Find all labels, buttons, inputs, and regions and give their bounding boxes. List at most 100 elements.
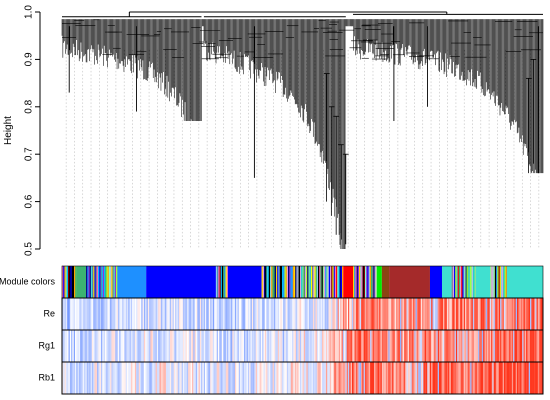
module-color-stripe — [272, 266, 274, 298]
module-color-stripe — [504, 266, 506, 298]
heatmap-cell — [255, 362, 258, 394]
heatmap-cell — [489, 298, 492, 330]
heatmap-cell — [97, 330, 99, 362]
heatmap-cell — [95, 298, 98, 330]
heatmap-cell — [320, 330, 323, 362]
heatmap-cell — [483, 330, 485, 362]
heatmap-cell — [110, 330, 112, 362]
heatmap-cell — [156, 362, 159, 394]
heatmap-cell — [121, 362, 124, 394]
heatmap-cell — [190, 362, 193, 394]
module-color-stripe — [284, 266, 286, 298]
module-color-stripe — [93, 266, 95, 298]
heatmap-cell — [424, 362, 427, 394]
module-color-block — [343, 266, 354, 298]
heatmap-cell — [138, 330, 141, 362]
heatmap-cell — [370, 298, 372, 330]
module-color-stripe — [68, 266, 70, 298]
module-color-stripe — [321, 266, 324, 298]
heatmap-cell — [132, 362, 134, 394]
module-color-stripe — [261, 266, 264, 298]
heatmap-cell — [370, 330, 372, 362]
heatmap-cell — [396, 298, 398, 330]
heatmap-cell — [298, 298, 301, 330]
heatmap-cell — [401, 330, 403, 362]
heatmap-cell — [65, 362, 68, 394]
heatmap-cell — [94, 298, 97, 330]
heatmap-cell — [128, 330, 130, 362]
heatmap-cell — [151, 298, 154, 330]
module-color-stripe — [460, 266, 462, 298]
heatmap-cell — [223, 330, 225, 362]
module-color-stripe — [108, 266, 111, 298]
heatmap-cell — [351, 330, 354, 362]
heatmap-cell — [420, 298, 423, 330]
heatmap-cell — [449, 330, 451, 362]
heatmap-cell — [511, 330, 514, 362]
heatmap-cell — [205, 330, 207, 362]
heatmap-cell — [471, 362, 474, 394]
heatmap-cell — [467, 330, 470, 362]
heatmap-cell — [359, 298, 362, 330]
heatmap-cell — [227, 330, 229, 362]
heatmap-cell — [128, 298, 130, 330]
module-color-stripe — [353, 266, 355, 298]
heatmap-cell — [201, 330, 203, 362]
heatmap-cell — [448, 362, 450, 394]
heatmap-cell — [540, 362, 542, 394]
heatmap-cell — [474, 330, 476, 362]
heatmap-cell — [336, 298, 338, 330]
y-tick-label: 0.8 — [24, 99, 35, 113]
heatmap-cell — [387, 362, 389, 394]
heatmap-cell — [337, 330, 340, 362]
heatmap-cell — [416, 362, 419, 394]
heatmap-cell — [276, 298, 279, 330]
module-color-stripe — [75, 266, 77, 298]
heatmap-cell — [185, 362, 188, 394]
heatmap-cell — [167, 298, 169, 330]
heatmap-cell — [263, 362, 266, 394]
heatmap-cell — [99, 330, 102, 362]
heatmap-cell — [519, 362, 522, 394]
heatmap-cell — [517, 298, 519, 330]
heatmap-cell — [489, 362, 492, 394]
heatmap-cell — [368, 330, 371, 362]
module-color-stripe — [218, 266, 220, 298]
heatmap-cell — [172, 362, 175, 394]
heatmap-cell — [459, 362, 462, 394]
heatmap-cell — [172, 330, 175, 362]
heatmap-cell — [62, 362, 64, 394]
heatmap-cell — [414, 330, 416, 362]
heatmap-cell — [82, 362, 85, 394]
heatmap-cell — [280, 298, 282, 330]
module-color-stripe — [114, 266, 117, 298]
heatmap-cell — [201, 298, 203, 330]
heatmap-cell — [301, 362, 303, 394]
module-color-stripe — [336, 266, 338, 298]
heatmap-cell — [331, 298, 333, 330]
heatmap-cell — [296, 330, 298, 362]
heatmap-cell — [507, 298, 510, 330]
heatmap-cell — [271, 330, 273, 362]
heatmap-cell — [86, 362, 89, 394]
heatmap-cell — [220, 362, 223, 394]
heatmap-cell — [342, 362, 345, 394]
module-color-stripe — [267, 266, 270, 298]
heatmap-cell — [311, 362, 314, 394]
heatmap-cell — [279, 362, 281, 394]
heatmap-cell — [78, 330, 81, 362]
heatmap-cell — [442, 298, 445, 330]
heatmap-cell — [85, 362, 87, 394]
heatmap-cell — [505, 330, 507, 362]
heatmap-cell — [62, 298, 64, 330]
heatmap-cell — [283, 330, 285, 362]
heatmap-cell — [111, 330, 113, 362]
module-color-stripe — [64, 266, 66, 298]
heatmap-cell — [298, 330, 301, 362]
heatmap-cell — [398, 330, 401, 362]
heatmap-cell — [345, 362, 347, 394]
heatmap-cell — [133, 362, 136, 394]
heatmap-cell — [507, 330, 510, 362]
module-color-stripe — [113, 266, 116, 298]
module-color-stripe — [62, 266, 64, 298]
